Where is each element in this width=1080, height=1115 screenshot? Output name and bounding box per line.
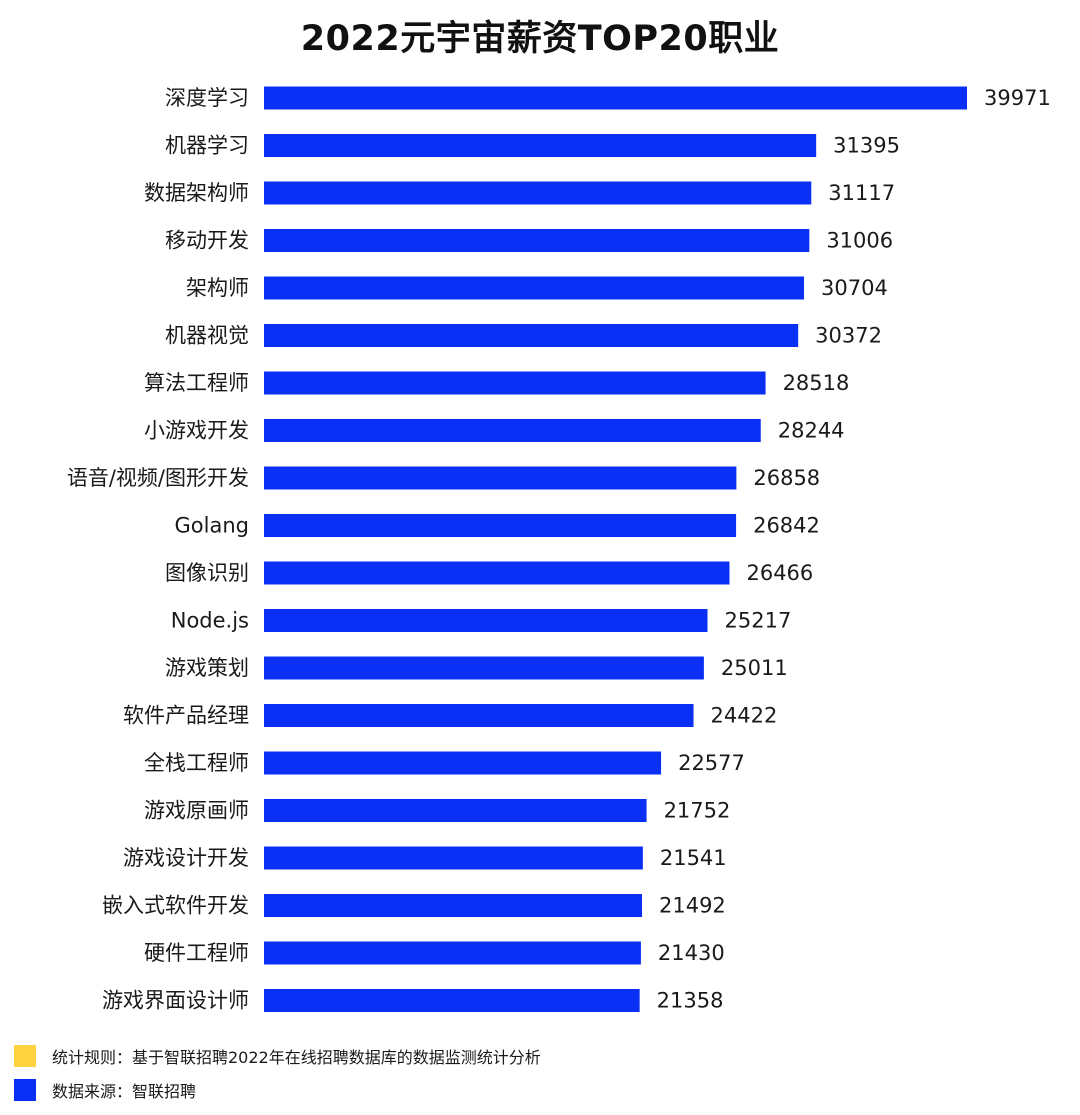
bar	[264, 86, 967, 110]
bar	[264, 799, 647, 822]
category-label: 语音/视频/图形开发	[67, 466, 249, 490]
bar	[264, 894, 642, 917]
value-label: 31117	[828, 181, 895, 205]
value-label: 31006	[826, 229, 893, 253]
category-label: Node.js	[171, 609, 249, 633]
value-label: 39971	[984, 86, 1051, 110]
bar	[264, 704, 694, 727]
bar	[264, 371, 766, 395]
category-label: 图像识别	[165, 561, 249, 585]
bar	[264, 134, 817, 157]
footnotes: 统计规则：基于智联招聘2022年在线招聘数据库的数据监测统计分析 数据来源：智联…	[14, 1044, 1064, 1112]
bar	[264, 276, 805, 300]
category-label: 数据架构师	[144, 181, 249, 205]
bar	[264, 989, 640, 1012]
category-label: 机器学习	[165, 134, 249, 158]
bar-chart: 深度学习 39971 机器学习 31395 数据架构师 31117 移动开发 31006 架构师…	[67, 86, 1051, 1013]
footnote-rule: 统计规则：基于智联招聘2022年在线招聘数据库的数据监测统计分析	[14, 1044, 1064, 1068]
category-label: 移动开发	[165, 229, 249, 253]
category-label: Golang	[175, 514, 249, 538]
footnote-source: 数据来源：智联招聘	[14, 1078, 1064, 1102]
bar	[264, 514, 737, 537]
chart-title: 2022元宇宙薪资TOP20职业	[300, 19, 780, 59]
value-label: 24422	[711, 704, 778, 728]
value-label: 30704	[821, 276, 888, 300]
value-label: 21430	[658, 941, 725, 965]
bar	[264, 846, 643, 870]
value-label: 26842	[753, 514, 820, 538]
category-label: 算法工程师	[144, 371, 249, 395]
value-label: 21358	[657, 989, 724, 1013]
category-label: 机器视觉	[165, 324, 249, 348]
value-label: 31395	[833, 134, 900, 158]
category-label: 软件产品经理	[123, 704, 249, 728]
bar	[264, 561, 730, 585]
category-label: 架构师	[186, 276, 249, 300]
category-label: 游戏界面设计师	[102, 989, 249, 1013]
blue-square-icon	[14, 1079, 36, 1101]
bar	[264, 181, 812, 205]
value-label: 21541	[660, 846, 727, 870]
category-label: 游戏设计开发	[123, 846, 249, 870]
bar	[264, 751, 662, 775]
category-label: 游戏原画师	[144, 799, 249, 823]
value-label: 26466	[746, 561, 813, 585]
category-label: 小游戏开发	[144, 419, 249, 443]
value-label: 21752	[664, 799, 731, 823]
footnote-rule-text: 统计规则：基于智联招聘2022年在线招聘数据库的数据监测统计分析	[52, 1048, 541, 1067]
value-label: 30372	[815, 324, 882, 348]
category-label: 全栈工程师	[144, 751, 249, 775]
bar	[264, 941, 641, 965]
value-label: 28244	[778, 419, 845, 443]
footnote-source-text: 数据来源：智联招聘	[52, 1082, 197, 1101]
category-label: 硬件工程师	[144, 941, 249, 965]
value-label: 21492	[659, 894, 726, 918]
bar	[264, 419, 761, 442]
value-label: 25011	[721, 656, 788, 680]
value-label: 28518	[783, 371, 850, 395]
value-label: 25217	[725, 609, 792, 633]
bar	[264, 609, 708, 632]
yellow-square-icon	[14, 1045, 36, 1067]
bar	[264, 466, 737, 490]
category-label: 游戏策划	[165, 656, 249, 680]
bar	[264, 229, 810, 252]
bar	[264, 656, 704, 680]
category-label: 深度学习	[165, 86, 249, 110]
value-label: 22577	[678, 751, 745, 775]
category-label: 嵌入式软件开发	[102, 894, 249, 918]
value-label: 26858	[753, 466, 820, 490]
bar	[264, 324, 799, 347]
